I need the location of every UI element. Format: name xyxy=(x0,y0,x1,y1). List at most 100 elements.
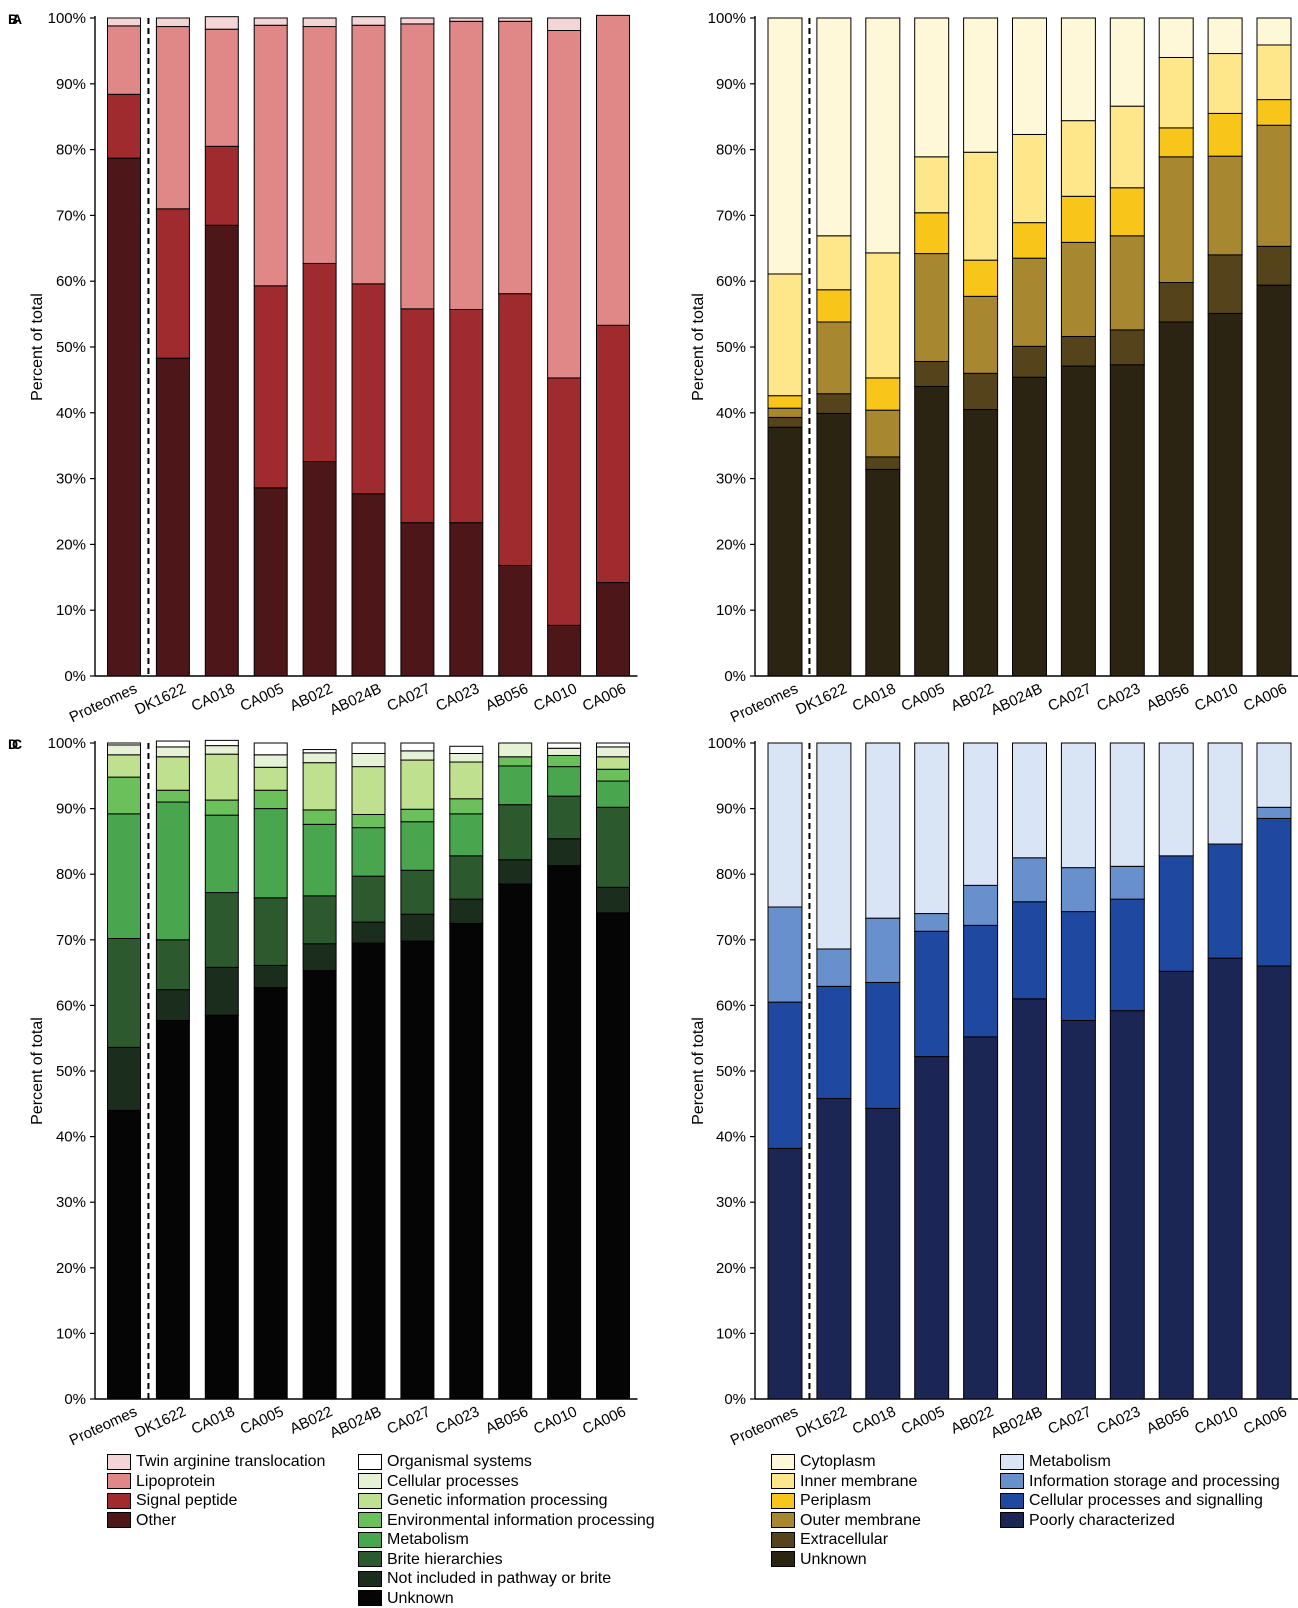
bar-segment xyxy=(1110,365,1144,676)
legend-item: Information storage and processing xyxy=(1000,1472,1280,1492)
x-tick-label: Proteomes xyxy=(67,1403,140,1449)
bar-segment xyxy=(866,469,900,676)
legend-swatch xyxy=(107,1512,131,1528)
bar-segment xyxy=(964,410,998,676)
bar-segment xyxy=(817,986,851,1098)
y-tick-label: 60% xyxy=(56,273,86,290)
bar-segment xyxy=(401,870,434,914)
bar-segment xyxy=(1257,125,1291,246)
bar-segment xyxy=(205,146,238,225)
y-tick-label: 10% xyxy=(56,1325,86,1342)
legend-item: Extracellular xyxy=(771,1530,921,1550)
legend-swatch xyxy=(358,1590,382,1606)
bar-segment xyxy=(108,938,141,1047)
bar-segment xyxy=(1061,196,1095,242)
y-tick-label: 50% xyxy=(56,1063,86,1080)
bar-segment xyxy=(156,790,189,802)
bar-segment xyxy=(866,253,900,378)
bar-segment xyxy=(352,17,385,26)
bar-segment xyxy=(401,822,434,871)
y-tick-label: 20% xyxy=(716,536,746,553)
bar-segment xyxy=(548,755,581,766)
bar-segment xyxy=(156,757,189,790)
legend-label: Lipoprotein xyxy=(136,1472,215,1492)
bar-segment xyxy=(817,1099,851,1399)
legend-item: Genetic information processing xyxy=(358,1491,655,1511)
bar-segment xyxy=(548,748,581,755)
legend-item: Not included in pathway or brite xyxy=(358,1569,655,1589)
bar-segment xyxy=(352,25,385,284)
bar-segment xyxy=(499,884,532,1399)
bar-segment xyxy=(450,18,483,21)
bar-segment xyxy=(401,751,434,760)
bar-segment xyxy=(1110,18,1144,106)
legend-item: Organismal systems xyxy=(358,1452,655,1472)
bar-segment xyxy=(1013,258,1047,346)
legend-label: Environmental information processing xyxy=(387,1511,655,1531)
bar-segment xyxy=(1013,377,1047,676)
bar-segment xyxy=(964,152,998,260)
y-tick-label: 0% xyxy=(64,668,86,685)
y-tick-label: 20% xyxy=(56,1260,86,1277)
legend-item: Environmental information processing xyxy=(358,1511,655,1531)
y-tick-label: 50% xyxy=(716,1063,746,1080)
bar-segment xyxy=(1061,18,1095,121)
bar-segment xyxy=(548,796,581,839)
legend-swatch xyxy=(771,1512,795,1528)
bar-segment xyxy=(205,893,238,968)
bar-segment xyxy=(401,18,434,24)
bar-segment xyxy=(768,743,802,907)
y-axis-title: Percent of total xyxy=(690,293,707,401)
legend-swatch xyxy=(771,1551,795,1567)
bar-segment xyxy=(303,750,336,753)
bar-segment xyxy=(597,887,630,913)
legend-label: Not included in pathway or brite xyxy=(387,1569,611,1589)
bar-segment xyxy=(254,809,287,898)
bar-segment xyxy=(1159,128,1193,157)
x-tick-label: CA005 xyxy=(899,1403,948,1438)
bar-segment xyxy=(108,745,141,755)
bar-segment xyxy=(548,625,581,676)
legend-swatch xyxy=(107,1473,131,1489)
bar-segment xyxy=(450,309,483,522)
x-tick-label: CA027 xyxy=(1045,1403,1094,1438)
bar-segment xyxy=(548,378,581,625)
bar-segment xyxy=(597,15,630,325)
bar-segment xyxy=(352,284,385,494)
legend-label: Information storage and processing xyxy=(1029,1472,1280,1492)
x-tick-label: AB024B xyxy=(327,680,384,719)
bar-segment xyxy=(915,386,949,676)
y-tick-label: 20% xyxy=(56,536,86,553)
x-tick-label: CA023 xyxy=(1094,680,1143,715)
y-tick-label: 100% xyxy=(48,735,86,752)
y-tick-label: 70% xyxy=(716,207,746,224)
bar-segment xyxy=(817,949,851,986)
bar-segment xyxy=(1257,285,1291,676)
bar-segment xyxy=(108,1047,141,1110)
bar-segment xyxy=(156,747,189,757)
legend-swatch xyxy=(358,1571,382,1587)
y-tick-label: 70% xyxy=(56,932,86,949)
legend-item: Other xyxy=(107,1511,325,1531)
legend-label: Unknown xyxy=(387,1589,454,1608)
bar-segment xyxy=(254,965,287,987)
x-tick-label: CA027 xyxy=(1045,680,1094,715)
y-tick-label: 30% xyxy=(56,1194,86,1211)
bar-segment xyxy=(866,18,900,253)
bar-segment xyxy=(450,899,483,923)
legend-item: Metabolism xyxy=(1000,1452,1280,1472)
legend-swatch xyxy=(358,1551,382,1567)
bar-segment xyxy=(866,457,900,470)
bar-segment xyxy=(401,743,434,751)
bar-segment xyxy=(866,918,900,982)
x-tick-label: CA006 xyxy=(1241,1403,1290,1438)
y-tick-label: 30% xyxy=(716,1194,746,1211)
bar-segment xyxy=(597,325,630,582)
x-tick-label: AB024B xyxy=(988,680,1045,719)
bar-segment xyxy=(205,754,238,800)
legend-item: Metabolism xyxy=(358,1530,655,1550)
legend-label: Metabolism xyxy=(1029,1452,1111,1472)
bar-segment xyxy=(254,18,287,25)
